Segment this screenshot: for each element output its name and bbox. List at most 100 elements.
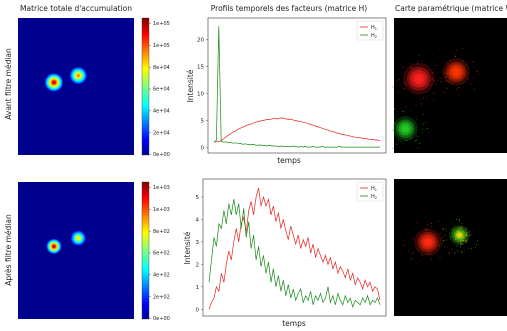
parametric-speckle — [449, 252, 451, 254]
parametric-speckle — [460, 223, 462, 225]
parametric-speckle — [442, 228, 444, 230]
parametric-speckle — [436, 65, 438, 67]
parametric-speckle — [430, 85, 432, 87]
legend-box — [356, 181, 384, 202]
parametric-speckle — [444, 72, 446, 74]
parametric-speckle — [456, 49, 458, 51]
parametric-speckle — [450, 235, 452, 237]
colorbar-tick-label: 0e+00 — [153, 152, 170, 158]
parametric-speckle — [458, 87, 460, 89]
parametric-speckle — [405, 83, 407, 85]
parametric-speckle — [392, 86, 394, 88]
parametric-speckle — [450, 81, 452, 83]
parametric-speckle — [396, 114, 398, 116]
parametric-speckle — [411, 67, 413, 69]
parametric-speckle — [448, 81, 450, 83]
parametric-speckle — [451, 232, 453, 234]
parametric-speckle — [473, 233, 475, 235]
parametric-speckle — [463, 231, 465, 233]
parametric-speckle — [403, 88, 405, 90]
parametric-speckle — [421, 128, 423, 130]
parametric-speckle — [449, 233, 451, 235]
parametric-map-panel-after — [394, 179, 507, 316]
parametric-speckle — [417, 249, 419, 251]
parametric-speckle — [426, 229, 428, 231]
parametric-speckle — [444, 72, 446, 74]
parametric-speckle — [446, 239, 448, 241]
parametric-speckle — [398, 145, 400, 147]
parametric-speckle — [459, 230, 461, 232]
row-label-after: Après filtre médian — [4, 214, 13, 286]
parametric-speckle — [416, 119, 418, 121]
parametric-speckle — [408, 251, 410, 253]
parametric-speckle — [462, 231, 464, 233]
parametric-speckle — [430, 226, 432, 228]
y-tick-label: 20 — [197, 38, 204, 44]
parametric-speckle — [465, 229, 467, 231]
parametric-speckle — [467, 235, 469, 237]
parametric-speckle — [454, 239, 456, 241]
parametric-speckle — [461, 48, 463, 50]
colorbar-tick-label: 2e+02 — [153, 294, 170, 300]
colorbar-tick-label: 6e+04 — [153, 87, 170, 93]
parametric-speckle — [458, 220, 460, 222]
parametric-speckle — [459, 227, 461, 229]
parametric-speckle — [396, 143, 398, 145]
parametric-speckle — [398, 79, 400, 81]
parametric-speckle — [416, 139, 418, 141]
series-line-h1 — [213, 117, 381, 143]
parametric-speckle — [410, 63, 412, 65]
parametric-hotspots — [402, 218, 479, 264]
temporal-profile-chart-before: 0 5 10 15 20 Intensité temps HH11 HH22 — [186, 17, 387, 165]
parametric-speckle — [461, 243, 463, 245]
parametric-speckle — [438, 244, 440, 246]
parametric-speckle — [466, 64, 468, 66]
parametric-speckle — [402, 143, 404, 145]
parametric-speckle — [423, 97, 425, 99]
colorbar-tick-label: 8e+02 — [153, 229, 170, 235]
parametric-speckle — [395, 117, 397, 119]
heatmap-background — [18, 182, 134, 319]
parametric-speckle — [404, 111, 406, 113]
parametric-speckle — [440, 81, 442, 83]
heatmap-hotspots — [44, 67, 87, 92]
parametric-speckle — [402, 110, 404, 112]
y-axis-label: Intensité — [183, 231, 192, 264]
parametric-speckle — [439, 233, 441, 235]
parametric-speckle — [452, 82, 454, 84]
parametric-speckle — [446, 87, 448, 89]
parametric-speckle — [397, 91, 399, 93]
parametric-speckle — [440, 78, 442, 80]
parametric-speckle — [421, 60, 423, 62]
y-tick-label: 5 — [196, 195, 200, 201]
parametric-speckle — [470, 83, 472, 85]
parametric-speckle — [476, 70, 478, 72]
parametric-speckle — [447, 63, 449, 65]
parametric-speckle — [418, 54, 420, 56]
parametric-speckle — [455, 54, 457, 56]
parametric-speckle — [417, 136, 419, 138]
parametric-speckle — [464, 82, 466, 84]
parametric-speckle — [432, 99, 434, 101]
parametric-speckle — [436, 73, 438, 75]
parametric-speckle — [426, 224, 428, 226]
parametric-speckle — [471, 77, 473, 79]
parametric-speckle — [445, 76, 447, 78]
series-lines — [208, 187, 381, 310]
parametric-speckle — [404, 55, 406, 57]
parametric-speckle — [433, 92, 435, 94]
parametric-speckle — [474, 246, 476, 248]
parametric-speckle — [459, 218, 461, 220]
heatmap-hotspot-1-level-9 — [52, 245, 56, 248]
parametric-speckle — [442, 228, 444, 230]
parametric-speckle — [425, 121, 427, 123]
parametric-hotspot-3-ring-5 — [403, 126, 408, 131]
parametric-speckle — [456, 88, 458, 90]
parametric-speckle — [392, 117, 394, 119]
parametric-speckle — [478, 73, 480, 75]
parametric-speckle — [457, 240, 459, 242]
parametric-speckle — [392, 129, 394, 131]
parametric-speckle — [455, 235, 457, 237]
parametric-speckle — [426, 127, 428, 129]
parametric-speckle — [461, 251, 463, 253]
